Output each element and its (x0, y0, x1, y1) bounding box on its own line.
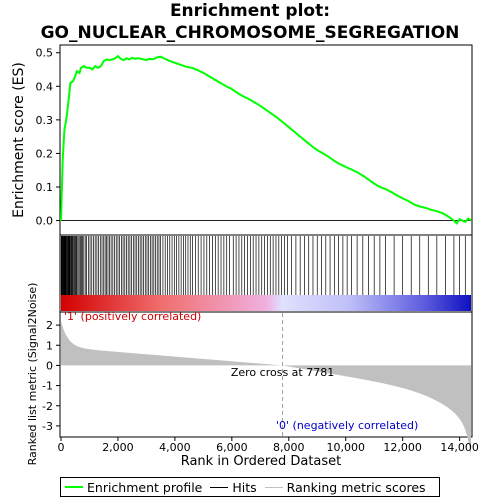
xtick-label: 0 (58, 441, 65, 454)
x-axis-label: Rank in Ordered Dataset (181, 454, 342, 469)
ranked-ytick-label: -2 (42, 400, 53, 413)
es-panel: 0.0 0.1 0.2 0.3 0.4 0.5 (36, 44, 473, 236)
xtick-label: 8,000 (273, 441, 305, 454)
enrichment-profile-line (60, 54, 472, 225)
legend-label-ranking: Ranking metric scores (286, 479, 426, 495)
legend-label-hits: Hits (232, 479, 257, 495)
legend: Enrichment profile Hits Ranking metric s… (60, 477, 440, 497)
legend-item-enrichment: Enrichment profile (65, 480, 202, 495)
chart-title: Enrichment plot: GO_NUCLEAR_CHROMOSOME_S… (0, 0, 500, 44)
legend-swatch-ranking (264, 486, 283, 488)
ranked-metric-panel: Zero cross at 7781 '1' (positively corre… (42, 310, 473, 457)
ranked-ytick-label: 1 (46, 339, 53, 352)
es-panel-frame (59, 44, 473, 236)
legend-label-enrichment: Enrichment profile (87, 479, 203, 495)
positive-label: '1' (positively correlated) (64, 310, 201, 323)
ranked-ytick-label: 0 (46, 359, 53, 372)
xtick-label: 12,000 (383, 441, 422, 454)
ranked-y-axis-label: Ranked list metric (Signal2Noise) (26, 283, 39, 466)
es-ytick-label: 0.5 (36, 47, 54, 60)
es-y-axis-label: Enrichment score (ES) (11, 62, 27, 218)
xtick-label: 4,000 (159, 441, 191, 454)
es-ytick-label: 0.2 (36, 147, 54, 160)
legend-swatch-hits (210, 486, 229, 488)
xtick-label: 14,000 (440, 441, 479, 454)
negative-label: '0' (negatively correlated) (276, 419, 418, 432)
es-ytick-label: 0.1 (36, 181, 54, 194)
xtick-label: 6,000 (216, 441, 248, 454)
es-ytick-label: 0.0 (36, 215, 54, 228)
es-ytick-label: 0.4 (36, 80, 54, 93)
ranked-ytick-label: -1 (42, 380, 53, 393)
legend-item-ranking: Ranking metric scores (264, 479, 426, 495)
hits-panel (59, 234, 473, 313)
xtick-label: 10,000 (326, 441, 365, 454)
ranked-ytick-label: 2 (46, 319, 53, 332)
legend-item-hits: Hits (210, 479, 257, 495)
xtick-label: 2,000 (102, 441, 134, 454)
es-ytick-label: 0.3 (36, 114, 54, 127)
ranking-color-bar (61, 295, 471, 311)
ranked-ytick-label: -3 (42, 420, 53, 433)
zero-cross-label: Zero cross at 7781 (231, 366, 334, 379)
chart-title-line2: GO_NUCLEAR_CHROMOSOME_SEGREGATION (40, 23, 460, 43)
legend-swatch-enrichment (65, 486, 83, 488)
chart-title-line1: Enrichment plot: (169, 1, 331, 21)
